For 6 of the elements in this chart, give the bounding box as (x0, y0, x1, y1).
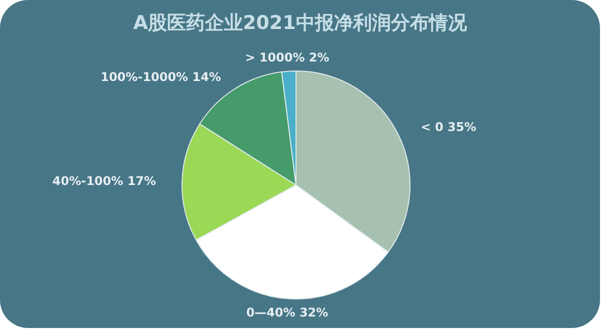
slice-label: 0—40% 32% (246, 306, 328, 320)
slice-label: 40%-100% 17% (52, 174, 156, 188)
slice-label: < 0 35% (420, 120, 476, 134)
slice-label: > 1000% 2% (245, 50, 330, 64)
chart-title: A股医药企业2021中报净利润分布情况 (132, 11, 468, 36)
slice-label: 100%-1000% 14% (100, 70, 221, 84)
